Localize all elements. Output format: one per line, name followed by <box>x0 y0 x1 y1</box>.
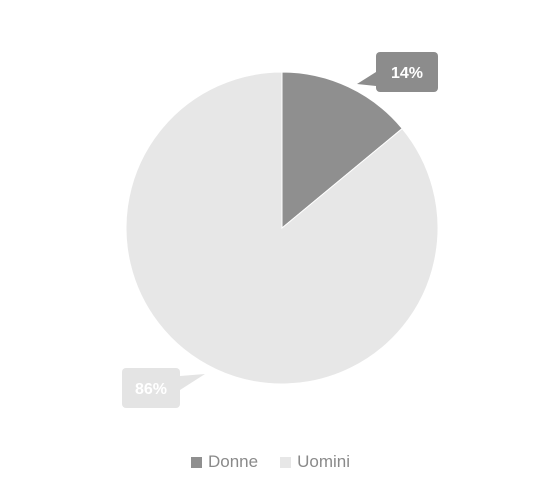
data-label-box <box>376 52 438 92</box>
legend-item-uomini: Uomini <box>280 452 350 472</box>
legend-label-donne: Donne <box>207 452 259 471</box>
legend-label-uomini: Uomini <box>297 452 350 471</box>
data-label-uomini: 86% <box>122 368 205 408</box>
data-label-text: 86% <box>135 381 167 398</box>
legend: Donne Uomini <box>0 452 541 472</box>
legend-swatch-uomini <box>280 456 292 468</box>
data-label-donne: 14% <box>357 52 438 92</box>
data-label-pointer <box>357 72 376 86</box>
legend-item-donne: Donne <box>190 452 259 472</box>
pie-data-labels: 14% 86% <box>122 52 438 408</box>
pie-slice-uomini <box>125 71 439 385</box>
data-label-text: 14% <box>391 65 423 82</box>
pie-slices <box>125 71 439 385</box>
data-label-box <box>122 368 180 408</box>
data-label-pointer <box>180 374 205 390</box>
legend-swatch-donne <box>190 456 202 468</box>
pie-slice-donne <box>281 71 403 230</box>
